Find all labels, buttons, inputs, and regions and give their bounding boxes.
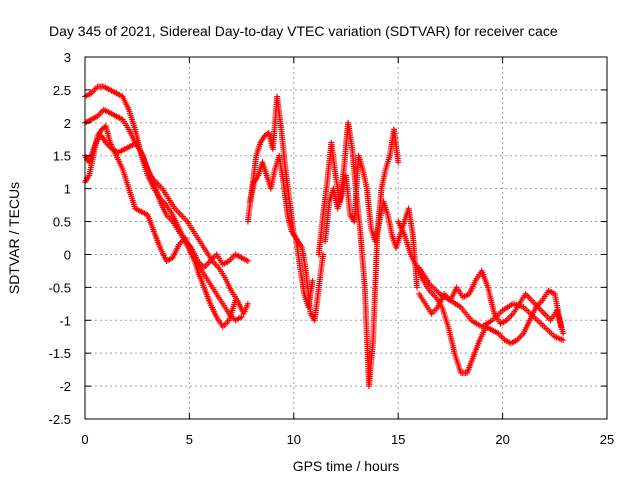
y-tick-label: 0.5 (53, 215, 71, 230)
series-satellite-track-6 (246, 152, 316, 311)
data-point (395, 159, 402, 166)
data-point (244, 258, 251, 265)
y-tick-label: -1.5 (49, 346, 71, 361)
data-point (560, 337, 567, 344)
y-tick-label: 2 (64, 116, 71, 131)
x-tick-label: 25 (600, 432, 614, 447)
y-tick-label: 0 (64, 247, 71, 262)
series-satellite-track-8 (322, 152, 420, 291)
y-tick-label: 1 (64, 182, 71, 197)
y-tick-label: 2.5 (53, 83, 71, 98)
plot-frame (84, 56, 608, 420)
x-tick-labels: 0 5 10 15 20 25 (81, 432, 614, 447)
data-point (244, 300, 251, 307)
y-tick-labels: -2.5 -2 -1.5 -1 -0.5 0 0.5 1 1.5 2 2.5 3 (49, 50, 71, 427)
x-tick-label: 20 (495, 432, 509, 447)
data-points (82, 83, 567, 390)
data-point (560, 330, 567, 337)
x-axis-label: GPS time / hours (293, 458, 400, 474)
x-tick-label: 15 (391, 432, 405, 447)
y-axis-label: SDTVAR / TECUs (6, 182, 22, 294)
x-tick-label: 0 (81, 432, 88, 447)
series-satellite-track-10 (416, 267, 567, 337)
y-tick-label: 1.5 (53, 149, 71, 164)
data-point (238, 313, 245, 320)
gridlines (85, 57, 607, 419)
series-satellite-track-4 (82, 132, 251, 317)
y-tick-label: -2.5 (49, 412, 71, 427)
y-tick-label: -2 (59, 379, 71, 394)
data-point (413, 284, 420, 291)
x-tick-label: 5 (186, 432, 193, 447)
chart-title: Day 345 of 2021, Sidereal Day-to-day VTE… (49, 23, 558, 39)
y-tick-label: 3 (64, 50, 71, 65)
series-satellite-track-7 (315, 119, 402, 390)
data-point (309, 277, 316, 284)
axis-ticks (84, 56, 608, 420)
x-tick-label: 10 (287, 432, 301, 447)
series-satellite-track-3 (82, 123, 239, 330)
series-satellite-track-11 (416, 264, 567, 344)
y-tick-label: -1 (59, 313, 71, 328)
y-tick-label: -0.5 (49, 280, 71, 295)
